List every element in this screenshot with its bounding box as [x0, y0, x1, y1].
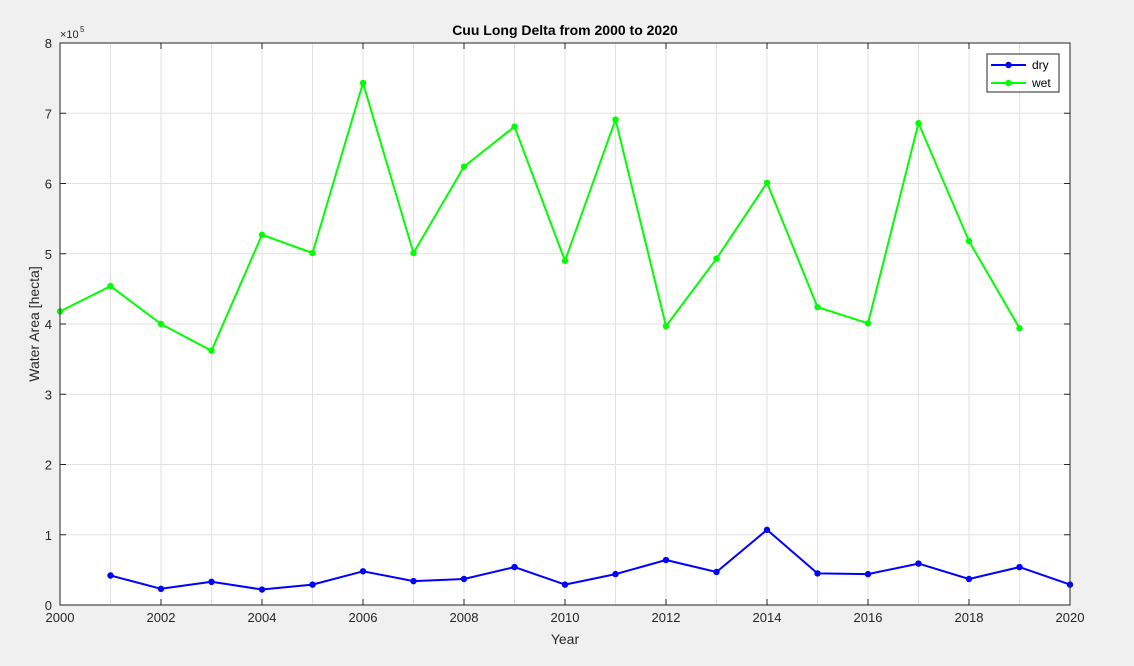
data-point-wet	[561, 257, 569, 264]
x-tick-labels: 2000 2002 2004 2006 2008 2010 2012 2014 2016 2018…	[46, 610, 1085, 625]
data-point-wet	[915, 119, 922, 127]
x-tick-label: 2002	[147, 610, 176, 625]
data-point-dry	[612, 570, 619, 578]
data-point-wet	[309, 249, 316, 257]
x-tick-label: 2006	[349, 610, 378, 625]
legend-marker-dry	[1005, 61, 1012, 69]
data-point-dry	[662, 556, 670, 564]
data-point-wet	[713, 255, 720, 262]
data-point-dry	[965, 575, 973, 583]
y-tick-label: 7	[45, 106, 52, 121]
y-tick-label: 2	[45, 458, 52, 473]
data-point-wet	[864, 320, 872, 327]
data-point-wet	[258, 231, 266, 238]
data-point-dry	[309, 581, 316, 588]
x-tick-label: 2004	[248, 610, 277, 625]
legend-entry-dry: dry	[991, 58, 1049, 72]
data-point-wet	[1016, 325, 1023, 332]
chart-title: Cuu Long Delta from 2000 to 2020	[452, 22, 678, 38]
data-point-wet	[410, 249, 417, 257]
data-point-dry	[814, 570, 821, 577]
data-point-dry	[511, 563, 518, 571]
series-layer	[56, 79, 1074, 593]
legend-label-dry: dry	[1032, 58, 1049, 72]
series-wet	[56, 79, 1023, 354]
data-point-dry	[864, 570, 872, 578]
data-point-dry	[713, 568, 720, 576]
y-tick-labels: 0 1 2 3 4 5 6 7 8	[45, 36, 52, 613]
y-tick-label: 1	[45, 528, 52, 543]
legend-marker-wet	[1005, 79, 1012, 87]
y-tick-label: 3	[45, 387, 52, 402]
legend-entry-wet: wet	[991, 76, 1051, 90]
data-point-dry	[107, 572, 114, 579]
x-tick-label: 2020	[1056, 610, 1085, 625]
legend-label-wet: wet	[1031, 76, 1051, 90]
tick-marks	[59, 42, 1071, 606]
y-exponent-power: 5	[80, 25, 85, 34]
x-tick-label: 2000	[46, 610, 75, 625]
data-point-wet	[814, 303, 821, 311]
grid-lines	[59, 42, 1071, 606]
data-point-wet	[460, 163, 468, 170]
data-point-wet	[662, 322, 670, 330]
data-point-dry	[359, 568, 367, 575]
x-tick-label: 2018	[955, 610, 984, 625]
y-tick-label: 6	[45, 177, 52, 192]
series-line-wet	[59, 82, 1021, 352]
x-axis-label: Year	[551, 631, 580, 647]
x-tick-label: 2014	[753, 610, 782, 625]
y-tick-label: 4	[45, 317, 52, 332]
y-tick-label: 5	[45, 247, 52, 262]
data-point-dry	[1016, 563, 1023, 571]
data-point-dry	[460, 575, 468, 583]
data-point-wet	[965, 237, 973, 245]
y-tick-label: 0	[45, 598, 52, 613]
series-line-dry	[110, 528, 1071, 591]
data-point-dry	[561, 581, 569, 588]
data-point-dry	[763, 526, 771, 534]
x-tick-label: 2016	[854, 610, 883, 625]
data-point-wet	[359, 79, 367, 87]
data-point-dry	[157, 585, 165, 593]
x-tick-label: 2010	[551, 610, 580, 625]
data-point-wet	[157, 320, 165, 328]
data-point-wet	[612, 116, 619, 123]
x-tick-label: 2012	[652, 610, 681, 625]
data-point-wet	[107, 282, 114, 290]
data-point-dry	[915, 560, 922, 567]
legend-entries: dry wet	[991, 58, 1051, 90]
data-point-dry	[208, 578, 215, 586]
y-axis-label: Water Area [hecta]	[26, 266, 42, 381]
y-exponent: ×10 5	[60, 25, 85, 41]
legend-box	[986, 53, 1060, 93]
legend[interactable]: dry wet	[986, 53, 1060, 93]
y-exponent-base: ×10	[60, 29, 79, 41]
data-point-dry	[258, 586, 266, 593]
data-point-wet	[763, 179, 771, 186]
series-dry	[107, 526, 1074, 593]
data-point-wet	[208, 347, 215, 354]
data-point-wet	[511, 123, 518, 130]
x-tick-label: 2008	[450, 610, 479, 625]
data-point-dry	[410, 577, 417, 585]
y-tick-label: 8	[45, 36, 52, 51]
